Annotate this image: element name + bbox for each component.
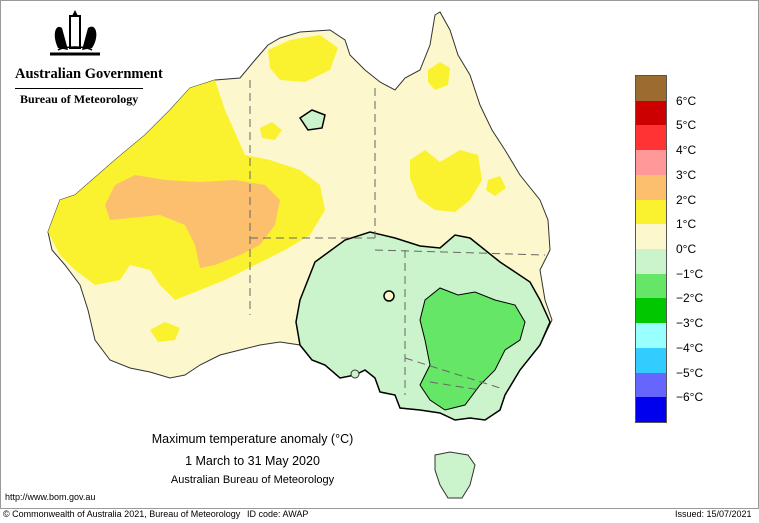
warm1-small-blob — [260, 122, 282, 140]
legend-label: 1°C — [676, 217, 697, 232]
id-code: ID code: AWAP — [247, 509, 309, 519]
legend-label: 3°C — [676, 167, 697, 182]
anomaly-map-svg — [47, 11, 553, 499]
warm1-west-coast-blob — [150, 322, 180, 342]
legend-swatch — [636, 199, 666, 225]
cool2-region — [419, 287, 526, 411]
legend-swatch — [636, 76, 666, 101]
cool-north-blob — [298, 109, 326, 131]
legend-label: 6°C — [676, 93, 697, 108]
legend-label: −3°C — [676, 316, 704, 331]
bom-link[interactable]: http://www.bom.gov.au — [5, 492, 96, 502]
legend-label: −6°C — [676, 390, 704, 405]
legend-swatch — [636, 298, 666, 324]
warm1-cape-york — [428, 62, 450, 90]
legend-swatch — [636, 249, 666, 274]
legend-label: −1°C — [676, 266, 704, 281]
government-title: Australian Government — [15, 66, 163, 82]
issued-date: Issued: 15/07/2021 — [675, 509, 752, 519]
legend-swatch — [636, 100, 666, 126]
legend-swatch — [636, 323, 666, 348]
legend-label: −5°C — [676, 365, 704, 380]
island-shape — [350, 369, 360, 379]
state-borders — [249, 80, 546, 395]
map-source: Australian Bureau of Meteorology — [170, 474, 335, 486]
map-title: Maximum temperature anomaly (°C) — [151, 432, 354, 446]
legend-swatch — [636, 125, 666, 151]
copyright-text: © Commonwealth of Australia 2021, Bureau… — [3, 509, 241, 519]
australia-map — [47, 11, 553, 499]
legend-swatch — [636, 174, 666, 200]
legend-swatch — [636, 150, 666, 175]
legend-label: −2°C — [676, 291, 704, 306]
logo-divider — [15, 88, 143, 89]
legend-label: 2°C — [676, 192, 697, 207]
agency-title: Bureau of Meteorology — [20, 92, 139, 106]
legend-label: 4°C — [676, 143, 697, 158]
government-logo: Australian Government Bureau of Meteorol… — [12, 8, 163, 108]
legend-label: 5°C — [676, 118, 697, 133]
warm2-core — [105, 175, 280, 268]
legend-swatch — [636, 397, 666, 422]
warm1-north-blob — [268, 35, 338, 82]
legend-label: 0°C — [676, 242, 697, 256]
warm1-queensland — [410, 150, 482, 212]
legend-label: −4°C — [676, 340, 704, 355]
legend-swatch — [636, 224, 666, 249]
legend-swatch — [636, 347, 666, 373]
legend-swatch — [636, 372, 666, 398]
island-shape — [383, 290, 395, 302]
coat-of-arms-icon — [50, 10, 100, 56]
map-period: 1 March to 31 May 2020 — [185, 454, 320, 468]
legend-swatch — [636, 273, 666, 299]
color-legend: 6°C 5°C 4°C 3°C 2°C 1°C 0°C −1°C −2°C −3°C −4°C −5°… — [635, 75, 703, 423]
tasmania-shape — [434, 451, 476, 499]
warm1-east-blob — [486, 176, 506, 196]
